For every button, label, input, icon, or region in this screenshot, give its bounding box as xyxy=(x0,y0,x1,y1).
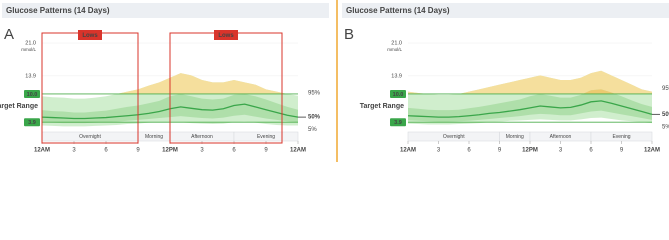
target-tick-box xyxy=(24,89,40,98)
y-tick-label: 10.0 xyxy=(27,92,38,98)
target-label: Target Range xyxy=(0,103,38,110)
y-tick-label: 3.9 xyxy=(28,120,36,126)
period-label: Overnight xyxy=(443,134,465,140)
target-label: Target Range xyxy=(360,103,404,110)
period-label: Evening xyxy=(612,134,630,140)
panel-title: Glucose Patterns (14 Days) xyxy=(6,6,110,15)
percentile-label: 95% xyxy=(662,86,669,92)
panel-title: Glucose Patterns (14 Days) xyxy=(346,6,450,15)
x-tick-label: 9 xyxy=(498,148,502,154)
period-label: Morning xyxy=(145,134,163,140)
x-tick-label: 9 xyxy=(136,148,140,154)
panel: Glucose Patterns (14 Days) A 3.9 10.0 13.9 21… xyxy=(0,3,329,154)
y-unit: mmol/L xyxy=(21,47,36,52)
x-tick-label: 9 xyxy=(620,148,624,154)
percentile-label: 50% xyxy=(662,112,669,118)
y-tick-label: 13.9 xyxy=(391,73,402,79)
percentile-band-high xyxy=(408,70,652,94)
x-tick-label: 12AM xyxy=(34,148,50,154)
percentile-label: 5% xyxy=(308,127,317,133)
highlight-tag xyxy=(214,30,238,40)
highlight-label: Lows xyxy=(218,33,234,39)
period-label: Afternoon xyxy=(191,134,213,140)
x-tick-label: 6 xyxy=(589,148,593,154)
x-tick-label: 6 xyxy=(104,148,108,154)
figure: Glucose Patterns (14 Days) A 3.9 10.0 13.9 21… xyxy=(0,0,669,162)
percentile-label: 5% xyxy=(662,125,669,131)
panel-label: A xyxy=(4,26,14,43)
x-tick-label: 3 xyxy=(559,148,563,154)
x-tick-label: 3 xyxy=(200,148,204,154)
x-tick-label: 12AM xyxy=(400,148,416,154)
percentile-band-high xyxy=(116,73,288,94)
y-tick-label: 10.0 xyxy=(393,92,404,98)
y-tick-label: 3.9 xyxy=(394,120,402,126)
target-tick-box xyxy=(390,118,406,127)
target-tick-box xyxy=(390,89,406,98)
x-tick-label: 3 xyxy=(437,148,441,154)
panel-label: B xyxy=(344,26,354,43)
y-tick-label: 13.9 xyxy=(25,73,36,79)
highlight-box xyxy=(41,32,139,144)
x-tick-label: 12PM xyxy=(162,148,178,154)
panel-header xyxy=(342,3,669,18)
median-line xyxy=(407,100,653,118)
y-unit: mmol/L xyxy=(387,47,402,52)
x-tick-label: 12AM xyxy=(644,148,660,154)
x-tick-label: 3 xyxy=(72,148,76,154)
panel-header xyxy=(2,3,329,18)
percentile-label: 50% xyxy=(308,115,321,121)
x-tick-label: 12AM xyxy=(290,148,306,154)
highlight-label: Lows xyxy=(82,33,98,39)
y-tick-label: 21.0 xyxy=(25,40,36,46)
target-tick-box xyxy=(24,118,40,127)
percentile-band-high xyxy=(582,89,616,94)
x-tick-label: 9 xyxy=(264,148,268,154)
highlight-tag xyxy=(78,30,102,40)
period-label: Overnight xyxy=(79,134,101,140)
period-label: Evening xyxy=(257,134,275,140)
period-label: Morning xyxy=(506,134,524,140)
percentile-label: 95% xyxy=(308,90,321,96)
y-tick-label: 21.0 xyxy=(391,40,402,46)
x-tick-label: 6 xyxy=(467,148,471,154)
percentile-band xyxy=(408,89,652,122)
panel: Glucose Patterns (14 Days) B 3.9 10.0 13.9 21… xyxy=(342,3,669,154)
period-label: Afternoon xyxy=(550,134,572,140)
x-tick-label: 6 xyxy=(232,148,236,154)
x-tick-label: 12PM xyxy=(522,148,538,154)
